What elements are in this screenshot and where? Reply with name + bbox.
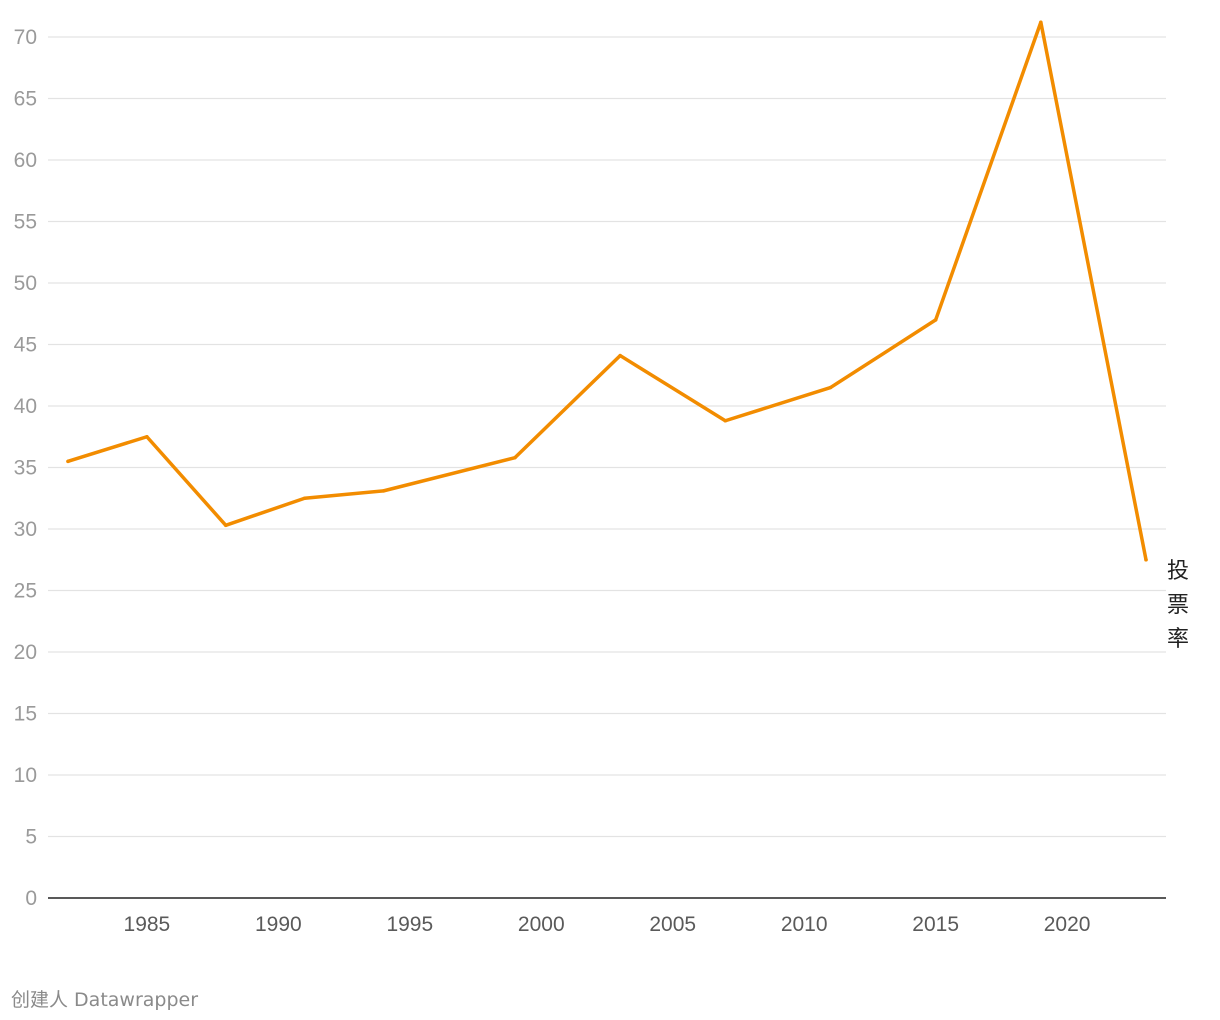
data-point: [145, 435, 149, 439]
data-point: [933, 318, 938, 322]
y-tick-label: 0: [25, 887, 37, 910]
credit-text: 创建人 Datawrapper: [11, 989, 199, 1011]
y-tick-label: 55: [14, 211, 37, 234]
y-tick-label: 65: [14, 88, 37, 111]
line-chart: 0 5 10 15 20 25 30 35 40 45 50 55 60 65 70 1985 1990 199…: [14, 20, 1189, 936]
y-tick-label: 15: [14, 703, 37, 726]
y-tick-label: 70: [14, 26, 37, 49]
data-point: [828, 385, 833, 390]
y-tick-label: 50: [14, 272, 37, 295]
data-point: [302, 496, 307, 500]
x-tick-label: 2010: [781, 913, 828, 936]
y-tick-label: 25: [14, 580, 37, 603]
data-point: [1144, 558, 1148, 562]
y-tick-label: 30: [14, 518, 37, 541]
data-point: [224, 523, 228, 528]
data-point: [381, 489, 386, 493]
data-point: [1039, 20, 1043, 24]
y-tick-label: 40: [14, 395, 37, 418]
x-tick-label: 2015: [912, 913, 959, 936]
series-label: 投票率: [1167, 559, 1189, 652]
y-tick-label: 5: [25, 826, 37, 849]
y-tick-label: 60: [14, 149, 37, 172]
data-point: [513, 455, 517, 460]
x-tick-label: 1995: [386, 913, 433, 936]
data-point: [723, 419, 728, 423]
x-tick-label: 2020: [1044, 913, 1091, 936]
x-tick-label: 2005: [649, 913, 696, 936]
series-line: [66, 20, 1148, 562]
y-axis: 0 5 10 15 20 25 30 35 40 45 50 55 60 65 70: [14, 26, 37, 910]
x-tick-label: 2000: [518, 913, 565, 936]
y-tick-label: 35: [14, 457, 37, 480]
x-axis: 1985 1990 1995 2000 2005 2010 2015 2020: [124, 913, 1091, 936]
series-layer: 投票率: [66, 20, 1189, 652]
x-tick-label: 1985: [124, 913, 171, 936]
data-point: [66, 459, 70, 464]
y-tick-label: 20: [14, 641, 37, 664]
data-point: [618, 353, 622, 358]
y-tick-label: 45: [14, 334, 37, 357]
grid: [48, 36, 1166, 838]
x-tick-label: 1990: [255, 913, 302, 936]
y-tick-label: 10: [14, 764, 37, 787]
